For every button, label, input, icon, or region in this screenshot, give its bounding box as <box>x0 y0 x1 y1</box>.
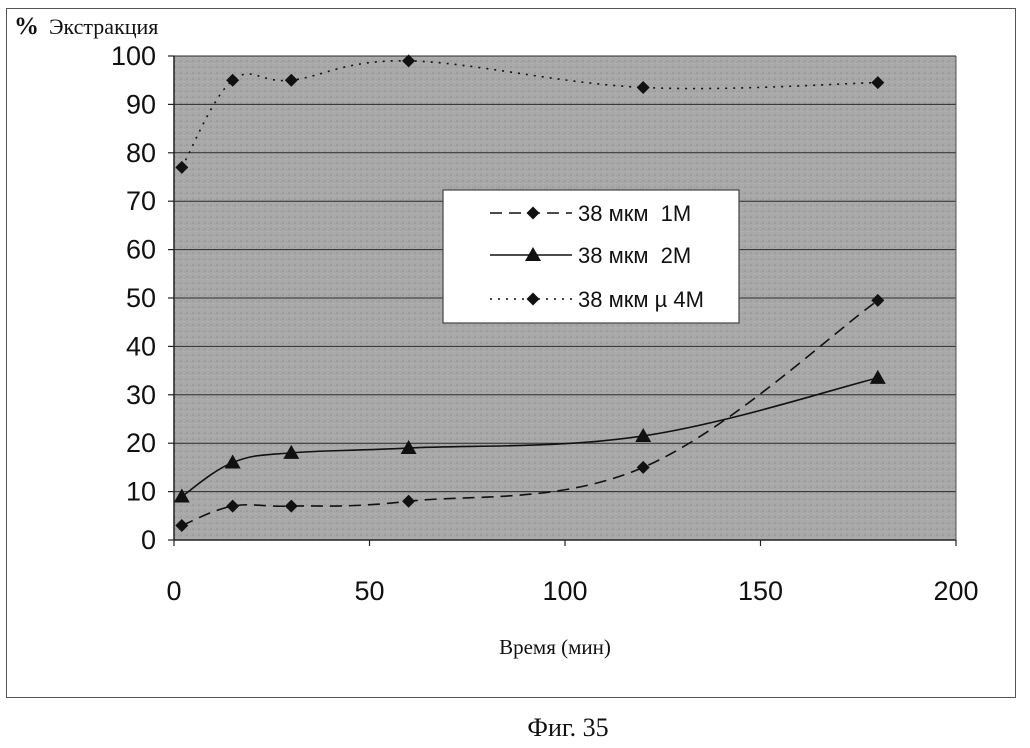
x-tick-label-0: 0 <box>166 576 181 606</box>
x-tick-labels: 0 50 100 150 200 <box>166 576 978 606</box>
legend-entry-2-label: 38 мкм 2М <box>578 243 691 268</box>
y-tick-label-6: 60 <box>126 235 156 265</box>
y-tick-label-1: 10 <box>126 477 156 507</box>
legend-entry-3-label: 38 мкм µ 4М <box>578 287 704 312</box>
x-axis-label: Время (мин) <box>499 635 611 659</box>
y-tick-label-2: 20 <box>126 428 156 458</box>
y-tick-label-8: 80 <box>126 138 156 168</box>
y-tick-label-4: 40 <box>126 331 156 361</box>
y-tick-label-9: 90 <box>126 89 156 119</box>
y-axis-label-prefix: % <box>14 13 39 40</box>
y-axis-label: % Экстракция <box>14 13 158 40</box>
legend-entry-1-label: 38 мкм 1М <box>578 201 691 226</box>
x-tick-label-4: 200 <box>933 576 978 606</box>
y-tick-label-0: 0 <box>141 525 156 555</box>
y-tick-label-7: 70 <box>126 186 156 216</box>
y-tick-label-10: 100 <box>111 41 156 71</box>
figure-caption: Фиг. 35 <box>527 713 608 742</box>
y-tick-labels: 0 10 20 30 40 50 60 70 80 90 100 <box>111 41 156 555</box>
y-axis-label-text: Экстракция <box>49 14 158 39</box>
x-tick-label-3: 150 <box>738 576 783 606</box>
y-tick-label-3: 30 <box>126 380 156 410</box>
legend: 38 мкм 1М 38 мкм 2М 38 мкм µ 4М <box>443 190 739 323</box>
x-tick-label-1: 50 <box>354 576 384 606</box>
x-tick-label-2: 100 <box>542 576 587 606</box>
y-tick-label-5: 50 <box>126 283 156 313</box>
